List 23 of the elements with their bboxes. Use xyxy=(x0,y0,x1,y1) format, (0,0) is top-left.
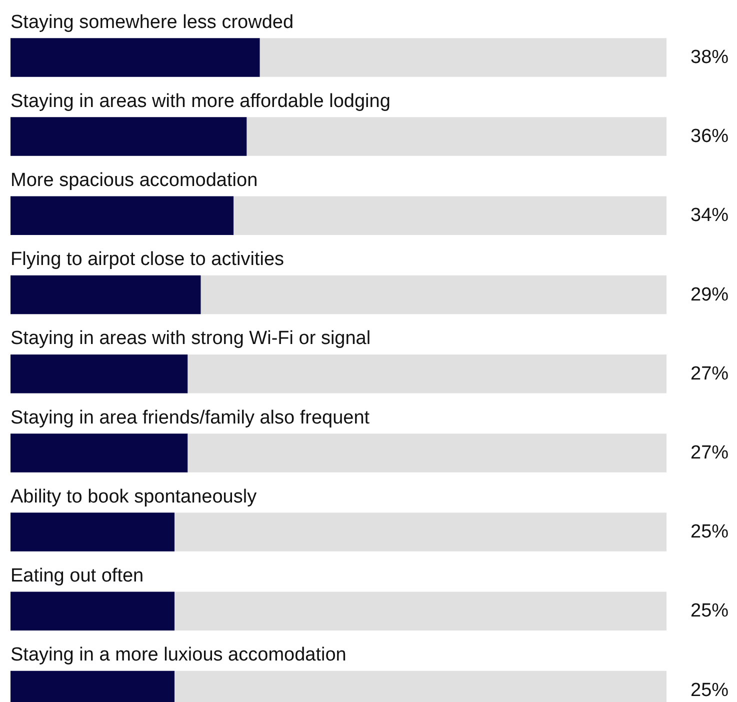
data-label: 25% xyxy=(690,680,729,701)
data-label: 27% xyxy=(690,442,729,464)
data-label: 34% xyxy=(690,205,729,226)
data-label: 27% xyxy=(690,363,729,384)
bar xyxy=(10,275,201,314)
y-tick-label: Flying to airpot close to activities xyxy=(10,249,284,270)
data-label: 29% xyxy=(690,284,729,306)
y-tick-label: Staying in areas with strong Wi-Fi or signal xyxy=(10,328,371,350)
y-tick-label: Staying somewhere less crowded xyxy=(10,12,294,33)
data-label: 36% xyxy=(690,126,729,148)
y-tick-label: Staying in a more luxious accomodation xyxy=(10,644,346,666)
data-label: 25% xyxy=(690,522,729,543)
y-tick-label: Staying in area friends/family also frequent xyxy=(10,407,370,428)
y-tick-label: More spacious accomodation xyxy=(10,170,258,191)
data-label: 25% xyxy=(690,600,729,622)
y-tick-label: Ability to book spontaneously xyxy=(10,486,258,508)
bar xyxy=(10,512,174,552)
bar xyxy=(10,354,188,394)
y-tick-label: Eating out often xyxy=(10,565,144,586)
data-label: 38% xyxy=(690,46,729,68)
bar xyxy=(10,434,188,472)
bar xyxy=(10,592,174,631)
y-tick-label: Staying in areas with more affordable lodging xyxy=(10,90,390,112)
